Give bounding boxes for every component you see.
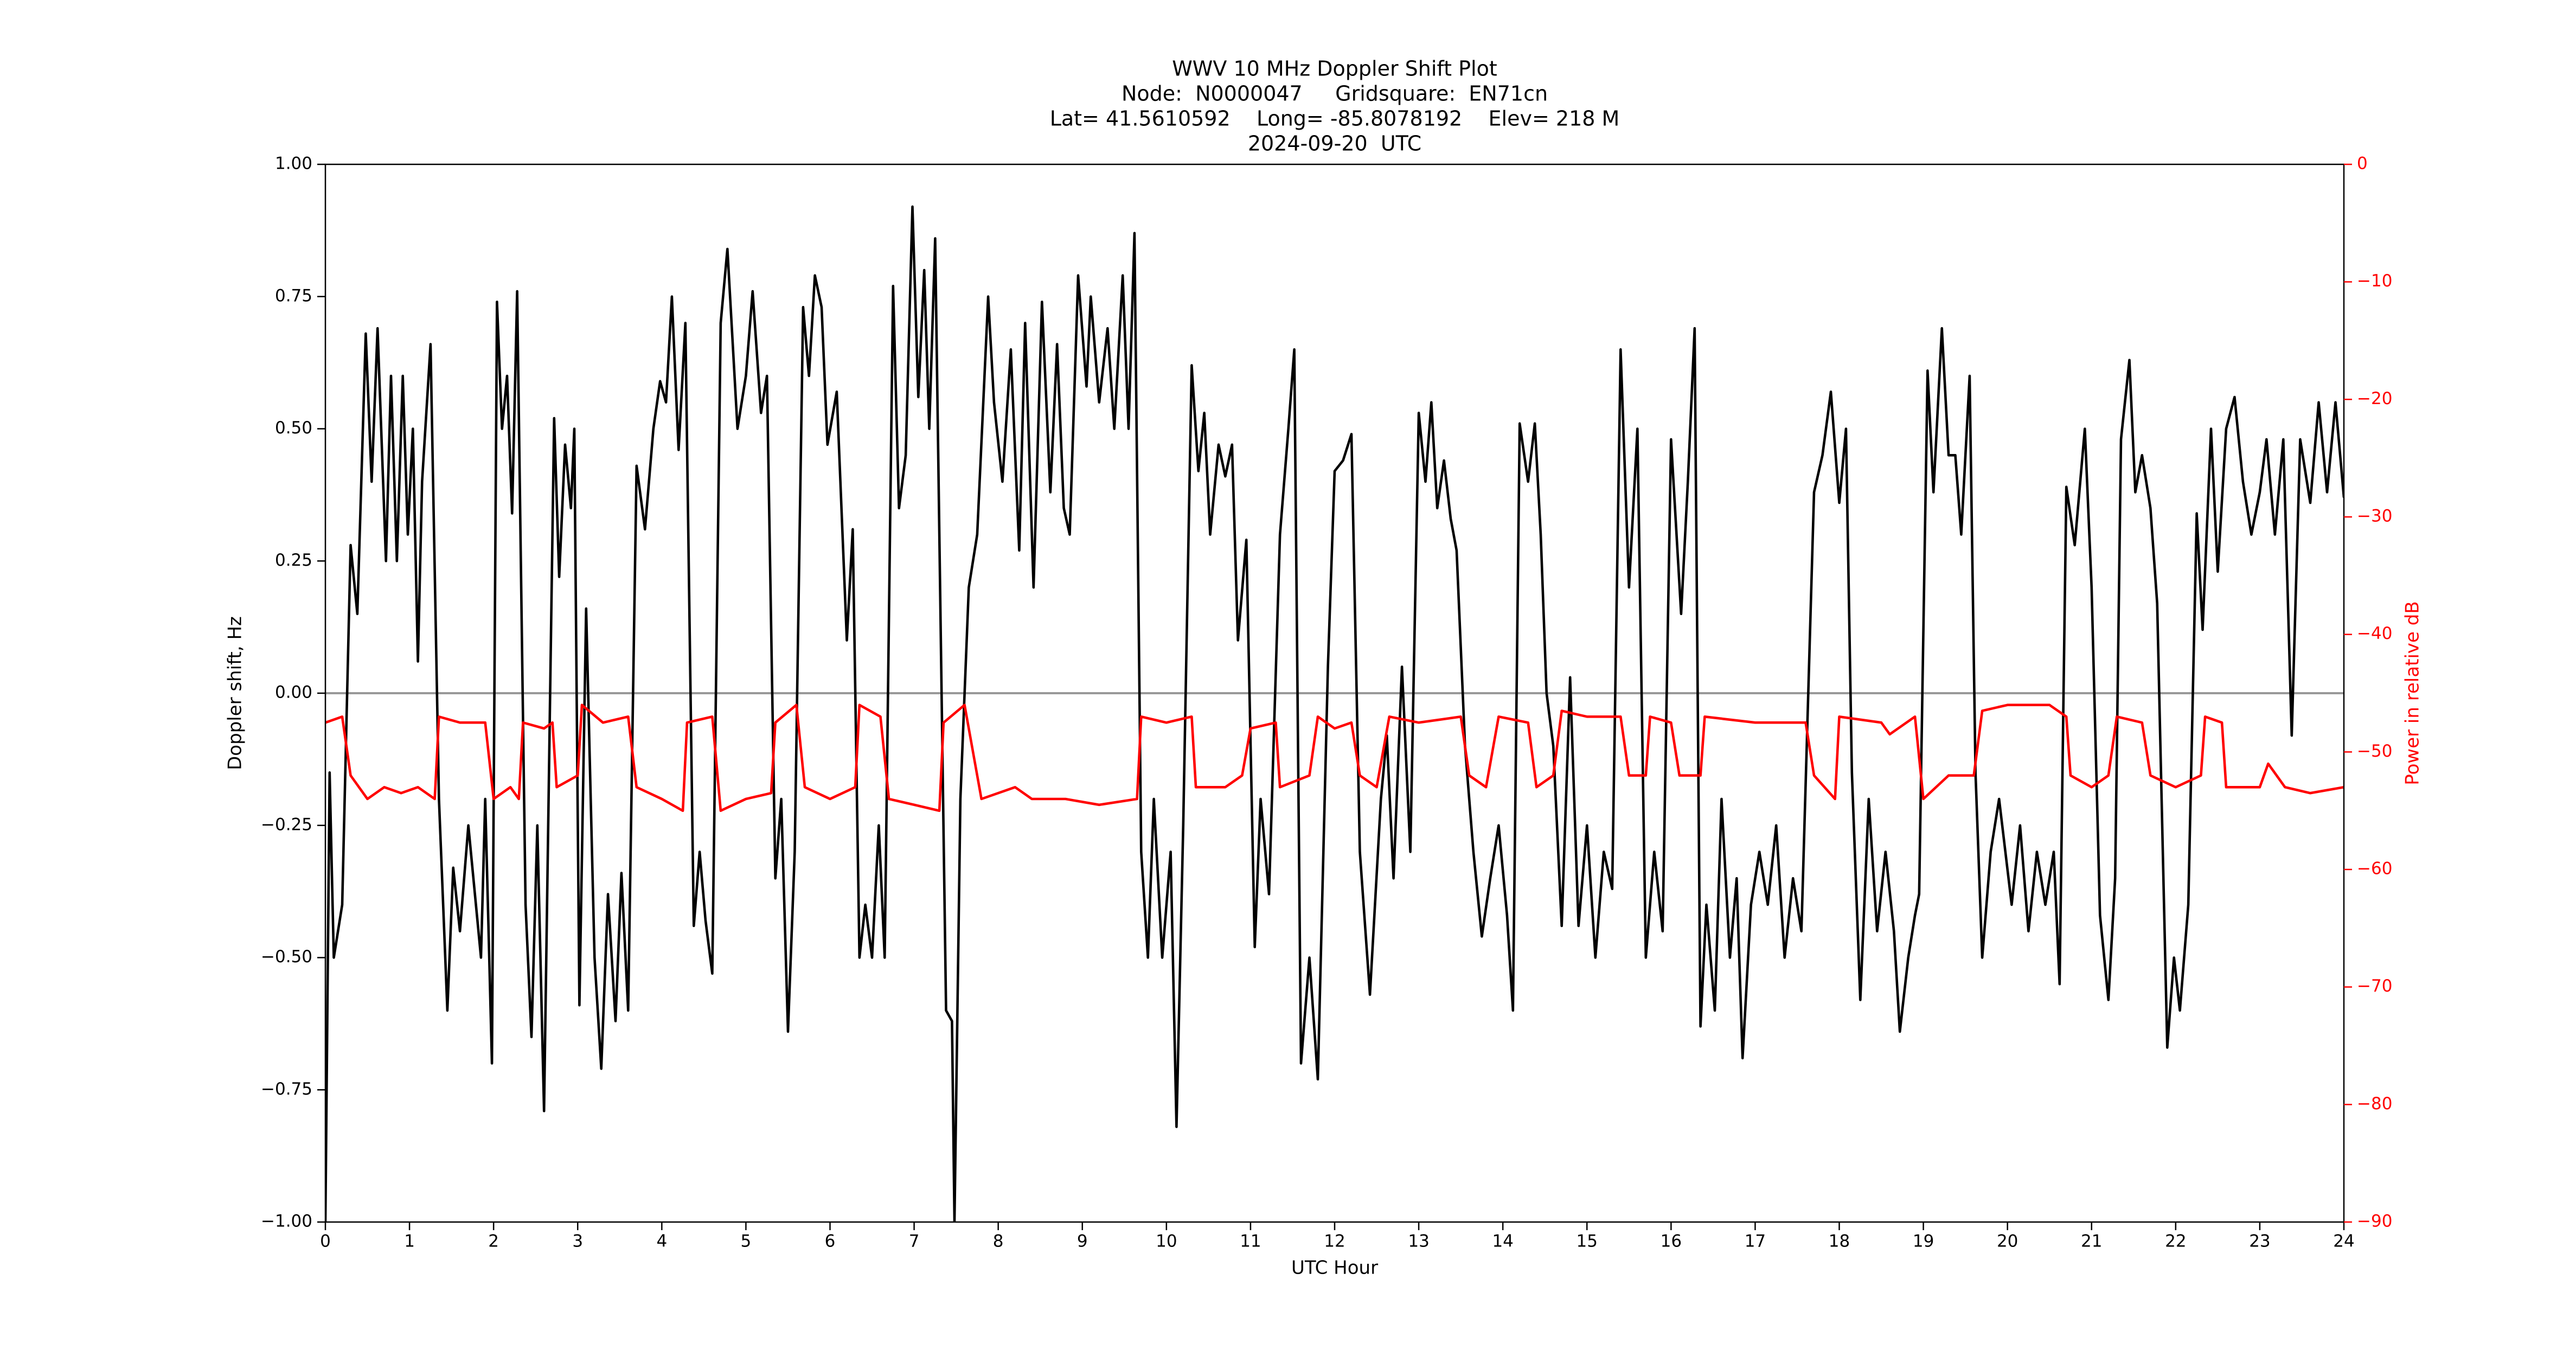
y-tick-label: 1.00 xyxy=(275,154,312,174)
x-tick-label: 8 xyxy=(993,1232,1004,1251)
y2-tick-label: −70 xyxy=(2357,976,2392,996)
y2-tick-label: 0 xyxy=(2357,154,2368,174)
x-tick-label: 15 xyxy=(1577,1232,1598,1251)
y2-tick-label: −50 xyxy=(2357,741,2392,761)
y2-tick-label: −30 xyxy=(2357,507,2392,526)
x-tick-label: 22 xyxy=(2165,1232,2186,1251)
x-tick-label: 7 xyxy=(909,1232,920,1251)
y2-tick-label: −80 xyxy=(2357,1094,2392,1114)
y-tick-label: 0.00 xyxy=(275,683,312,702)
y-axis-label: Doppler shift, Hz xyxy=(225,616,246,770)
chart-subtitle: Node: N0000047 Gridsquare: EN71cn xyxy=(1122,82,1548,106)
x-tick-label: 6 xyxy=(825,1232,836,1251)
y2-tick-label: −90 xyxy=(2357,1212,2392,1231)
x-tick-label: 2 xyxy=(488,1232,499,1251)
data-line xyxy=(325,205,2344,1222)
x-tick-label: 23 xyxy=(2249,1232,2270,1251)
data-line xyxy=(325,703,2344,812)
y-tick-label: −0.25 xyxy=(261,815,312,834)
x-tick-label: 24 xyxy=(2333,1232,2354,1251)
chart-subtitle: Lat= 41.5610592 Long= -85.8078192 Elev= … xyxy=(1050,107,1620,131)
y-tick-label: −0.75 xyxy=(261,1079,312,1099)
x-tick-label: 5 xyxy=(741,1232,752,1251)
x-tick-label: 17 xyxy=(1745,1232,1766,1251)
y-tick-label: 0.25 xyxy=(275,551,312,570)
x-tick-label: 20 xyxy=(1997,1232,2018,1251)
x-tick-label: 16 xyxy=(1661,1232,1682,1251)
y2-tick-label: −20 xyxy=(2357,389,2392,408)
x-axis-label: UTC Hour xyxy=(1291,1257,1378,1279)
title-block: WWV 10 MHz Doppler Shift Plot Node: N000… xyxy=(1050,57,1620,156)
y2-tick-label: −60 xyxy=(2357,859,2392,879)
y2-axis-label: Power in relative dB xyxy=(2402,601,2424,785)
x-tick-label: 4 xyxy=(656,1232,667,1251)
x-tick-label: 0 xyxy=(320,1232,331,1251)
chart-subtitle: 2024-09-20 UTC xyxy=(1248,132,1421,156)
chart-title: WWV 10 MHz Doppler Shift Plot xyxy=(1172,57,1497,81)
y2-tick-label: −10 xyxy=(2357,271,2392,291)
x-tick-label: 9 xyxy=(1077,1232,1088,1251)
x-tick-label: 11 xyxy=(1240,1232,1261,1251)
y-tick-label: 0.50 xyxy=(275,418,312,438)
x-tick-label: 10 xyxy=(1156,1232,1177,1251)
y2-tick-label: −40 xyxy=(2357,624,2392,643)
y-tick-label: −1.00 xyxy=(261,1212,312,1231)
x-tick-label: 14 xyxy=(1492,1232,1513,1251)
x-tick-label: 12 xyxy=(1324,1232,1345,1251)
x-tick-label: 21 xyxy=(2081,1232,2102,1251)
y-tick-label: 0.75 xyxy=(275,286,312,305)
x-tick-label: 19 xyxy=(1913,1232,1934,1251)
x-tick-label: 1 xyxy=(404,1232,415,1251)
y-tick-label: −0.50 xyxy=(261,947,312,967)
x-tick-label: 18 xyxy=(1829,1232,1850,1251)
x-tick-label: 13 xyxy=(1408,1232,1429,1251)
x-tick-label: 3 xyxy=(572,1232,583,1251)
